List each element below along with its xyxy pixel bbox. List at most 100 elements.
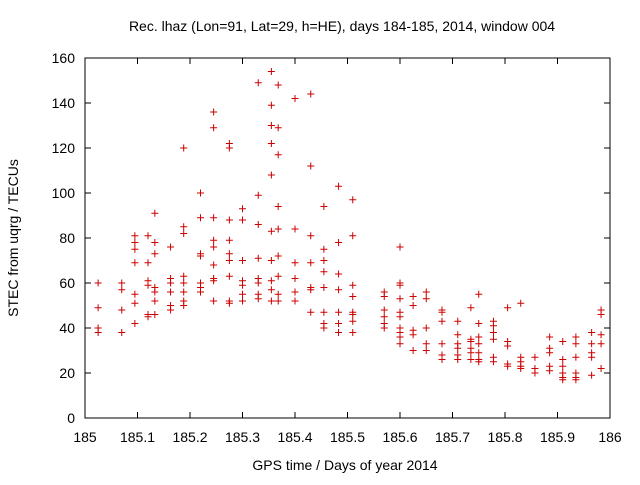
x-tick-label: 185.6 xyxy=(382,429,417,445)
data-point xyxy=(267,68,275,75)
data-point xyxy=(489,358,497,366)
data-point xyxy=(291,95,299,102)
data-point xyxy=(320,284,328,291)
data-point xyxy=(320,324,328,332)
data-point xyxy=(274,203,282,210)
data-point xyxy=(180,230,188,237)
data-point xyxy=(307,286,315,294)
data-point xyxy=(396,333,404,341)
data-point xyxy=(517,365,525,372)
data-point xyxy=(254,254,262,262)
data-point xyxy=(559,338,567,345)
data-point xyxy=(396,340,404,348)
data-point xyxy=(274,297,282,305)
data-point xyxy=(335,308,343,316)
data-point xyxy=(454,317,462,325)
data-point xyxy=(225,250,233,258)
data-point xyxy=(597,311,605,318)
data-point xyxy=(546,349,554,357)
data-point xyxy=(438,340,446,348)
y-axis-label: STEC from uqrg / TECUs xyxy=(5,159,21,317)
y-tick-label: 100 xyxy=(52,185,76,201)
data-point xyxy=(422,288,430,296)
data-point xyxy=(291,297,299,305)
data-point xyxy=(151,209,159,217)
data-point xyxy=(118,306,126,314)
data-point xyxy=(517,299,525,307)
data-point xyxy=(167,279,175,287)
data-point xyxy=(254,191,262,199)
data-point xyxy=(335,329,343,336)
data-point xyxy=(307,90,315,98)
data-point xyxy=(597,365,605,372)
data-point xyxy=(131,245,139,253)
data-point xyxy=(559,356,567,363)
data-point xyxy=(167,306,175,314)
data-point xyxy=(546,367,554,375)
data-point xyxy=(349,196,357,204)
data-point xyxy=(131,232,139,240)
data-point xyxy=(438,308,446,316)
data-point xyxy=(274,272,282,280)
data-point xyxy=(467,349,475,357)
x-tick-label: 186 xyxy=(598,429,622,445)
data-point xyxy=(349,329,357,336)
data-point xyxy=(267,101,275,109)
data-point xyxy=(475,290,483,298)
data-point xyxy=(291,275,299,282)
data-point xyxy=(320,257,328,264)
data-point xyxy=(291,259,299,267)
data-point xyxy=(180,279,188,287)
data-point xyxy=(180,144,188,152)
data-point xyxy=(475,358,483,366)
data-point xyxy=(588,371,596,379)
data-point xyxy=(475,340,483,348)
data-point xyxy=(144,259,152,267)
data-point xyxy=(254,295,262,303)
data-point xyxy=(144,281,152,289)
data-point xyxy=(180,272,188,280)
data-point xyxy=(180,288,188,296)
data-point xyxy=(267,257,275,264)
data-point xyxy=(118,279,126,287)
data-point xyxy=(197,252,204,260)
data-point xyxy=(167,288,175,296)
data-point xyxy=(291,288,299,296)
data-point xyxy=(254,279,262,287)
data-point xyxy=(131,259,139,267)
data-point xyxy=(274,225,282,233)
data-point xyxy=(225,272,233,280)
data-point xyxy=(546,333,554,341)
data-point xyxy=(94,329,102,336)
data-point xyxy=(239,216,246,224)
data-point xyxy=(467,356,475,363)
data-point xyxy=(167,243,175,251)
data-point xyxy=(572,376,580,384)
data-point xyxy=(349,311,357,318)
data-point xyxy=(559,376,567,384)
data-point xyxy=(588,353,596,361)
data-point xyxy=(597,331,605,339)
data-point xyxy=(94,304,102,312)
data-point xyxy=(531,369,539,377)
y-tick-label: 80 xyxy=(59,230,75,246)
data-point xyxy=(239,205,246,213)
x-tick-label: 185.9 xyxy=(540,429,575,445)
data-point xyxy=(274,124,282,132)
data-point xyxy=(274,290,282,298)
data-point xyxy=(267,286,275,294)
data-point xyxy=(335,182,343,190)
data-point xyxy=(320,308,328,316)
data-point xyxy=(454,331,462,339)
data-point xyxy=(396,281,404,289)
data-point xyxy=(197,214,204,222)
data-point xyxy=(409,293,417,300)
data-point xyxy=(320,268,328,276)
chart-title: Rec. lhaz (Lon=91, Lat=29, h=HE), days 1… xyxy=(129,18,555,34)
data-point xyxy=(267,277,275,285)
data-point xyxy=(454,344,462,352)
y-tick-label: 0 xyxy=(67,410,75,426)
data-point xyxy=(572,353,580,361)
y-tick-label: 20 xyxy=(59,365,75,381)
